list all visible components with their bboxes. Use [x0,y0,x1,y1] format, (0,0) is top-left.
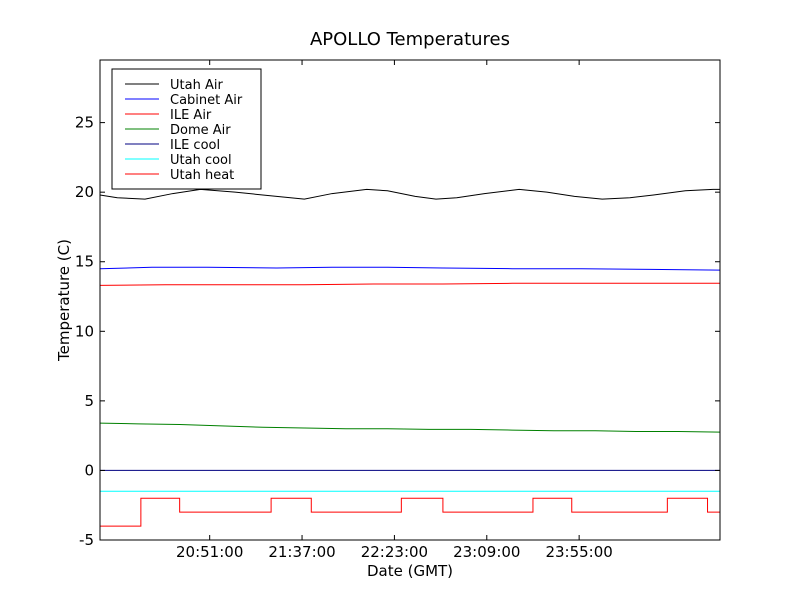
series-line-utah-heat [100,497,720,527]
series-line-cabinet-air [99,266,721,271]
y-tick-label: 10 [75,322,94,340]
series-line-dome-air [99,422,721,433]
x-tick-label: 20:51:00 [176,543,243,561]
x-tick-label: 23:55:00 [545,543,612,561]
x-tick-label: 23:09:00 [453,543,520,561]
x-axis-label: Date (GMT) [367,562,453,580]
legend-label: Utah Air [170,78,223,93]
legend-label: Utah heat [170,168,234,183]
ticks-layer: -5 0 5 10 15 20 25 20:51:00 21:37:00 22:23:00 23:0… [75,60,720,561]
legend-label: Utah cool [170,153,232,168]
plot-frame [99,59,721,541]
legend-label: ILE cool [170,138,220,153]
legend-label: ILE Air [170,108,212,123]
legend-label: Cabinet Air [170,93,243,108]
y-tick-label: 20 [75,183,94,201]
y-axis-label: Temperature (C) [55,239,73,362]
y-tick-label: 0 [84,461,94,479]
series-line-ile-air [99,282,720,286]
y-tick-label: 25 [75,114,94,132]
legend-label: Dome Air [170,123,231,138]
y-tick-label: 5 [84,392,94,410]
chart-title: APOLLO Temperatures [310,29,510,50]
x-tick-label: 21:37:00 [268,543,335,561]
y-tick-label: 15 [75,253,94,271]
y-tick-label: -5 [79,531,94,549]
x-tick-label: 22:23:00 [361,543,428,561]
